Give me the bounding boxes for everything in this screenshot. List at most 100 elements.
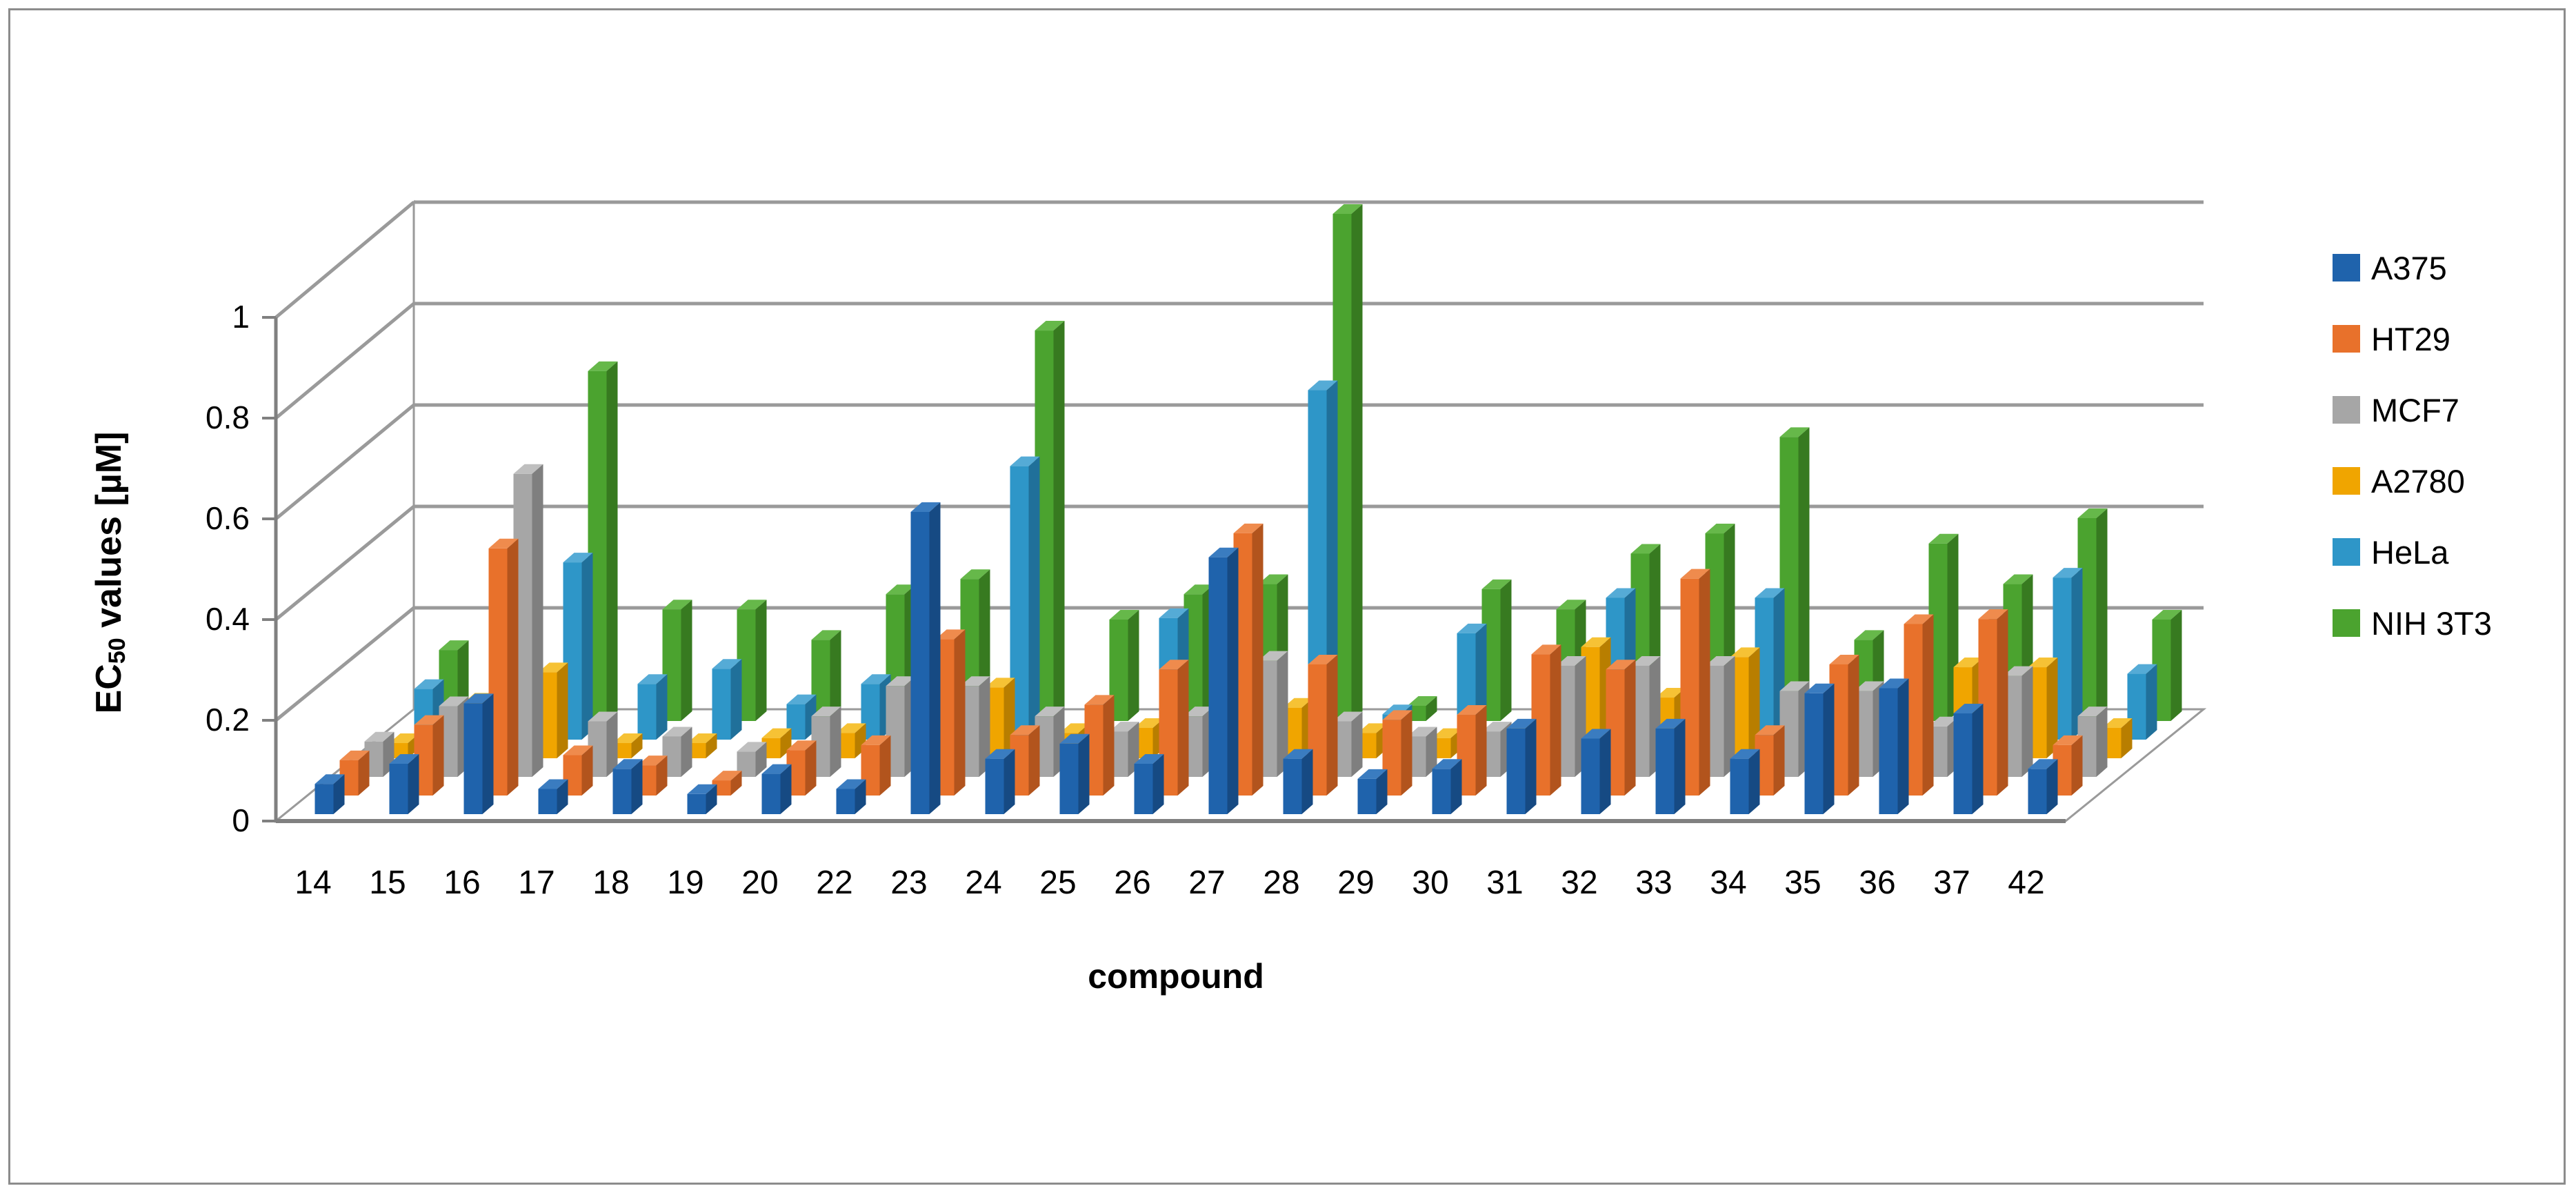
bar-side-HeLa-23 [1028,456,1040,740]
bar-side-HT29-27 [1252,523,1264,796]
bar-side-A375-15 [408,754,419,814]
bar-top-A375-34 [1730,749,1760,759]
legend-label: A375 [2371,249,2447,286]
bar-top-HT29-37 [1978,609,2008,620]
bar-side-NIH 3T3-24 [1128,610,1139,721]
bar-A375-28 [1283,758,1302,814]
bar-top-NIH 3T3-36 [2003,574,2033,584]
x-axis-title: compound [1088,957,1264,996]
bar-top-HT29-16 [488,538,519,549]
bar-top-A2780-42 [2102,718,2133,729]
legend-swatch-icon [2333,325,2360,353]
gridline-slant [274,201,415,319]
legend-label: HT29 [2371,320,2450,357]
bar-top-NIH 3T3-22 [960,569,990,580]
gridline-slant [274,302,415,419]
bar-side-HeLa-27 [1326,380,1338,740]
bar-A375-36 [1879,688,1898,814]
x-tick-label: 42 [2008,865,2044,901]
bar-top-NIH 3T3-37 [2077,508,2108,518]
bar-top-HeLa-14 [414,679,444,689]
y-tick-label: 0.6 [206,500,250,536]
bar-top-NIH 3T3-27 [1332,204,1363,214]
bar-side-HeLa-16 [581,553,593,740]
bar-A375-33 [1655,728,1675,814]
bar-top-HT29-36 [1904,614,1934,624]
bar-top-A375-28 [1283,749,1313,759]
bar-side-HT29-14 [358,750,370,796]
bar-side-MCF7-28 [1351,711,1363,777]
x-tick-label: 17 [518,865,555,901]
bar-side-MCF7-29 [1426,727,1437,777]
x-tick-label: 33 [1635,865,1672,901]
bar-top-NIH 3T3-20 [886,584,916,595]
x-tick-label: 23 [890,865,927,901]
bar-side-A2780-16 [557,662,568,758]
x-tick-label: 32 [1561,865,1597,901]
bar-top-HeLa-28 [1382,704,1412,715]
gridline-slant [274,606,415,722]
bar-top-MCF7-34 [1779,681,1810,691]
bar-side-A375-27 [1227,547,1239,814]
x-tick-label: 22 [816,865,852,901]
bar-side-HT29-33 [1699,569,1710,796]
bar-top-HT29-35 [1829,654,1859,664]
bar-top-MCF7-29 [1407,727,1437,737]
x-tick-label: 27 [1188,865,1225,901]
bar-A375-20 [761,773,781,814]
bar-top-HeLa-16 [563,553,593,563]
bar-top-NIH 3T3-14 [439,640,469,651]
x-tick-label: 37 [1933,865,1970,901]
bar-top-A375-30 [1432,759,1462,769]
bar-A375-25 [1059,743,1079,814]
x-tick-label: 30 [1412,865,1448,901]
bar-top-HT29-19 [712,771,742,781]
gridline-slant [274,505,415,621]
bar-side-HT29-34 [1773,725,1785,796]
bar-side-MCF7-17 [606,711,618,777]
bar-side-HT29-29 [1401,710,1412,796]
bar-side-A375-16 [482,693,494,814]
bar-side-HeLa-18 [730,659,742,740]
bar-side-NIH 3T3-18 [755,600,767,721]
bar-A375-24 [985,758,1004,814]
x-tick-label: 26 [1114,865,1150,901]
legend-item-mcf7: MCF7 [2333,385,2492,435]
bar-top-A2780-31 [1581,637,1611,647]
bar-HeLa-18 [712,669,731,740]
bar-A375-26 [1134,764,1153,814]
x-tick-label: 35 [1784,865,1821,901]
bar-top-HT29-15 [414,715,444,725]
x-tick-label: 28 [1263,865,1299,901]
bar-top-HeLa-18 [712,659,742,669]
bar-top-HT29-27 [1233,523,1264,533]
x-tick-label: 31 [1486,865,1523,901]
bar-A375-23 [910,512,930,814]
bar-top-A375-42 [2028,759,2058,769]
bar-side-HT29-32 [1624,660,1636,796]
legend-swatch-icon [2333,538,2360,566]
bar-top-HeLa-23 [1010,456,1040,466]
bar-side-HT29-42 [2071,735,2083,796]
bar-top-MCF7-20 [811,707,841,717]
bar-A375-37 [1953,713,1973,814]
bar-top-MCF7-35 [1854,681,1884,691]
bar-top-NIH 3T3-26 [1258,574,1288,584]
bar-side-A375-25 [1078,733,1090,814]
bar-top-A2780-29 [1432,728,1462,738]
bar-side-NIH 3T3-19 [830,630,841,721]
bar-side-A375-30 [1450,759,1462,814]
bar-side-A375-19 [706,784,717,814]
bar-top-A375-24 [985,749,1015,759]
bar-top-MCF7-18 [662,727,692,737]
bar-side-HeLa-42 [2146,664,2157,740]
bar-top-NIH 3T3-33 [1779,427,1810,437]
gridline-slant [274,404,415,520]
bar-side-A2780-17 [631,733,643,758]
legend: A375 HT29 MCF7 A2780 HeLa NIH 3T3 [2333,243,2492,669]
bar-A375-32 [1581,738,1600,814]
x-tick-label: 16 [443,865,480,901]
bar-side-A2780-18 [706,733,717,758]
bar-top-A2780-19 [761,728,792,738]
bar-top-A375-16 [463,693,494,704]
